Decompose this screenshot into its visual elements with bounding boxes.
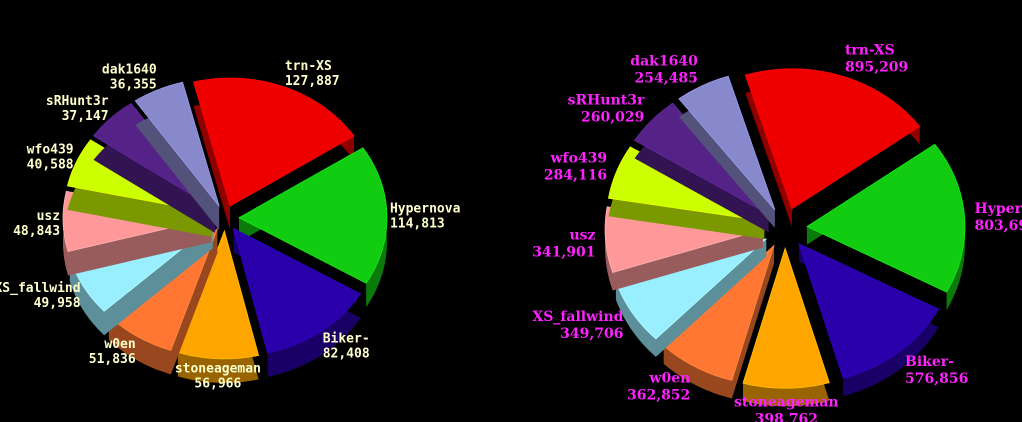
slice-value-label: 51,836 [89, 352, 136, 367]
slice-name-label: Biker- [323, 331, 370, 346]
slice-name-label: dak1640 [630, 54, 698, 70]
slice-name-label: usz [570, 227, 596, 243]
slice-value-label: 49,958 [34, 296, 81, 311]
slice-value-label: 362,852 [627, 387, 690, 403]
slice-name-label: sRHunt3r [46, 94, 109, 109]
slice-name-label: Hypernova [975, 201, 1022, 217]
pie-slice-top [742, 246, 830, 389]
pie-slice-usz [604, 206, 764, 291]
pie-slice-side [608, 146, 765, 239]
pie-slice-top [798, 242, 940, 379]
pie-slice-srhunt3r [633, 102, 770, 233]
pie-slice-side [67, 139, 213, 237]
slice-value-label: 114,813 [390, 217, 445, 232]
slice-value-label: 36,355 [110, 77, 157, 92]
slice-value-label: 260,029 [581, 110, 644, 126]
slice-name-label: w0en [648, 370, 690, 386]
pie-slice-top [744, 68, 921, 210]
pie-slice-biker- [798, 242, 940, 397]
slice-value-label: 398,762 [755, 411, 818, 422]
slice-value-label: 56,966 [194, 377, 241, 392]
pie-slice-top [615, 238, 767, 340]
pie-slice-side [663, 245, 775, 399]
slice-value-label: 254,485 [635, 71, 698, 87]
pie-slice-side [798, 243, 939, 397]
slice-name-label: wfo439 [27, 143, 74, 158]
pie-slice-side [63, 191, 212, 276]
pie-slice-top [678, 75, 776, 211]
pie-slice-side [605, 206, 764, 291]
pie-slice-top [134, 81, 220, 207]
slice-name-label: stoneageman [734, 394, 839, 410]
pie-slice-top [633, 102, 770, 215]
slice-value-label: 40,588 [27, 158, 74, 173]
slice-value-label: 895,209 [845, 60, 908, 76]
slice-name-label: trn-XS [285, 59, 332, 74]
pie-slice-stoneageman [177, 229, 260, 383]
slice-name-label: w0en [104, 337, 135, 352]
pie-slice-xs-fallwind [615, 238, 767, 357]
slice-value-label: 284,116 [544, 167, 607, 183]
pie-slice-side [135, 82, 220, 231]
slice-name-label: wfo439 [550, 150, 608, 166]
pie-slice-top [806, 143, 966, 293]
pie-slice-side [634, 103, 769, 233]
pie-slice-side [743, 248, 830, 407]
slice-value-label: 82,408 [323, 346, 370, 361]
slice-value-label: 576,856 [905, 371, 968, 387]
slice-value-label: 803,691 [975, 218, 1022, 234]
slice-value-label: 127,887 [285, 74, 340, 89]
pie-slice-trn-xs [744, 68, 921, 227]
slice-name-label: Hypernova [390, 202, 461, 217]
pie-slice-side [108, 228, 218, 375]
slice-value-label: 349,706 [560, 326, 623, 342]
pie-slice-biker- [232, 227, 362, 377]
slice-name-label: stoneageman [175, 362, 261, 377]
pie-slice-top [238, 147, 388, 284]
slice-name-label: Biker- [905, 354, 954, 370]
slice-value-label: 341,901 [532, 244, 595, 260]
pie-slice-top [177, 229, 260, 360]
slice-name-label: dak1640 [102, 62, 157, 77]
pie-slice-top [232, 227, 362, 354]
pie-slice-side [93, 103, 216, 233]
pie-slice-top [192, 77, 355, 207]
slice-name-label: sRHunt3r [568, 93, 645, 109]
pie-slice-w0en [663, 244, 775, 399]
pie-slice-dak1640 [134, 81, 220, 231]
pie-slice-top [663, 244, 775, 381]
pie-slice-dak1640 [678, 75, 776, 229]
pie-slice-hypernova [238, 147, 388, 308]
slice-name-label: XS_fallwind [0, 281, 81, 296]
pie-slice-side [678, 76, 775, 229]
slice-value-label: 48,843 [13, 224, 60, 239]
pie-slice-hypernova [806, 143, 966, 311]
pie-slice-top [604, 206, 764, 273]
slice-name-label: usz [37, 209, 60, 224]
slice-value-label: 37,147 [62, 109, 109, 124]
slice-name-label: XS_fallwind [532, 309, 623, 325]
slice-name-label: trn-XS [845, 43, 895, 59]
pie-slice-stoneageman [742, 246, 830, 407]
pie-slice-trn-xs [192, 77, 355, 230]
